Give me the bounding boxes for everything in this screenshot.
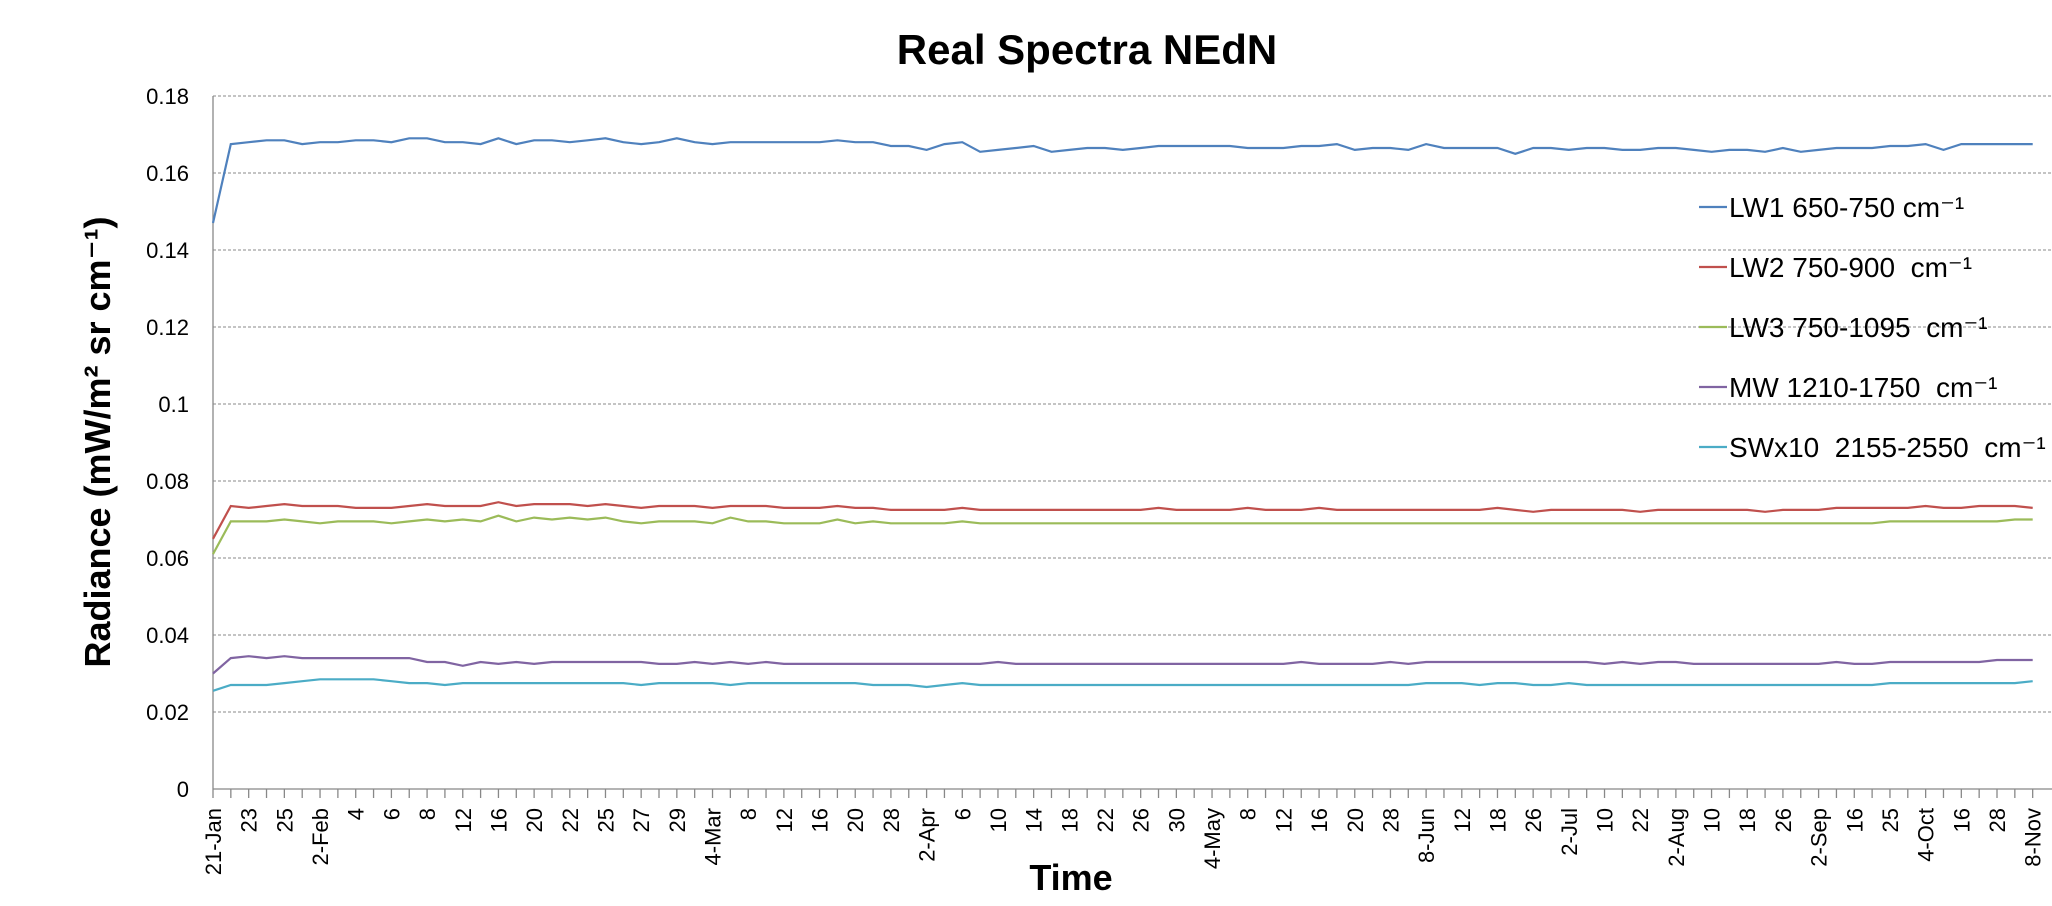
x-tick-label: 25 (593, 808, 618, 832)
x-tick-label: 2-Jul (1557, 808, 1582, 856)
x-tick-label: 6 (379, 808, 404, 820)
legend-label: SWx10 2155-2550 cm⁻¹ (1729, 432, 2046, 463)
x-tick-label: 16 (1842, 808, 1867, 832)
x-tick-label: 30 (1164, 808, 1189, 832)
x-tick-label: 2-Aug (1664, 808, 1689, 867)
x-tick-label: 4 (344, 808, 369, 820)
x-tick-label: 16 (1307, 808, 1332, 832)
chart-title: Real Spectra NEdN (897, 26, 1277, 73)
x-tick-label: 12 (1271, 808, 1296, 832)
x-tick-label: 6 (950, 808, 975, 820)
y-tick-label: 0.08 (146, 469, 189, 494)
x-tick-label: 28 (879, 808, 904, 832)
x-tick-label: 20 (843, 808, 868, 832)
x-axis-title: Time (1029, 857, 1112, 898)
x-tick-label: 23 (237, 808, 262, 832)
y-tick-label: 0 (177, 777, 189, 802)
x-tick-label: 28 (1985, 808, 2010, 832)
x-tick-label: 8 (415, 808, 440, 820)
x-tick-label: 21-Jan (201, 808, 226, 875)
x-tick-label: 10 (1700, 808, 1725, 832)
y-tick-label: 0.14 (146, 238, 189, 263)
x-tick-label: 18 (1485, 808, 1510, 832)
x-tick-label: 16 (486, 808, 511, 832)
y-tick-label: 0.06 (146, 546, 189, 571)
x-tick-label: 2-Sep (1807, 808, 1832, 867)
x-tick-label: 18 (1735, 808, 1760, 832)
x-tick-label: 10 (986, 808, 1011, 832)
x-tick-label: 16 (1949, 808, 1974, 832)
x-tick-label: 12 (772, 808, 797, 832)
x-tick-label: 12 (451, 808, 476, 832)
x-tick-label: 14 (1022, 808, 1047, 832)
x-tick-label: 4-Oct (1914, 808, 1939, 862)
legend-label: LW3 750-1095 cm⁻¹ (1729, 312, 1988, 343)
x-tick-label: 20 (1343, 808, 1368, 832)
x-tick-label: 8 (736, 808, 761, 820)
series-line (212, 514, 2033, 555)
x-tick-label: 25 (1878, 808, 1903, 832)
y-tick-label: 0.12 (146, 315, 189, 340)
x-tick-label: 26 (1129, 808, 1154, 832)
x-tick-label: 22 (1628, 808, 1653, 832)
x-tick-label: 10 (1593, 808, 1618, 832)
x-tick-label: 4-May (1200, 808, 1225, 869)
legend-label: LW2 750-900 cm⁻¹ (1729, 252, 1972, 283)
x-tick-label: 8-Jun (1414, 808, 1439, 863)
x-tick-label: 22 (1093, 808, 1118, 832)
x-tick-label: 29 (665, 808, 690, 832)
x-tick-label: 2-Apr (915, 808, 940, 862)
x-tick-label: 8 (1236, 808, 1261, 820)
x-tick-label: 27 (629, 808, 654, 832)
x-tick-label: 18 (1057, 808, 1082, 832)
x-tick-label: 8-Nov (2021, 808, 2046, 867)
y-tick-label: 0.16 (146, 161, 189, 186)
x-tick-label: 26 (1521, 808, 1546, 832)
legend-label: LW1 650-750 cm⁻¹ (1729, 192, 1964, 223)
y-axis-title: Radiance (mW/m² sr cm⁻¹) (77, 216, 118, 667)
x-tick-label: 28 (1378, 808, 1403, 832)
y-tick-label: 0.1 (158, 392, 189, 417)
x-tick-label: 16 (808, 808, 833, 832)
x-tick-label: 22 (558, 808, 583, 832)
x-tick-label: 4-Mar (701, 808, 726, 865)
series-line (212, 655, 2033, 675)
x-tick-label: 2-Feb (308, 808, 333, 865)
legend-label: MW 1210-1750 cm⁻¹ (1729, 372, 1997, 403)
series-line (212, 501, 2033, 540)
series-line (212, 678, 2033, 692)
series-line (211, 137, 2033, 224)
x-tick-label: 20 (522, 808, 547, 832)
x-tick-label: 25 (272, 808, 297, 832)
y-tick-label: 0.02 (146, 700, 189, 725)
y-tick-label: 0.18 (146, 84, 189, 109)
x-tick-label: 26 (1771, 808, 1796, 832)
y-tick-label: 0.04 (146, 623, 189, 648)
x-tick-label: 12 (1450, 808, 1475, 832)
